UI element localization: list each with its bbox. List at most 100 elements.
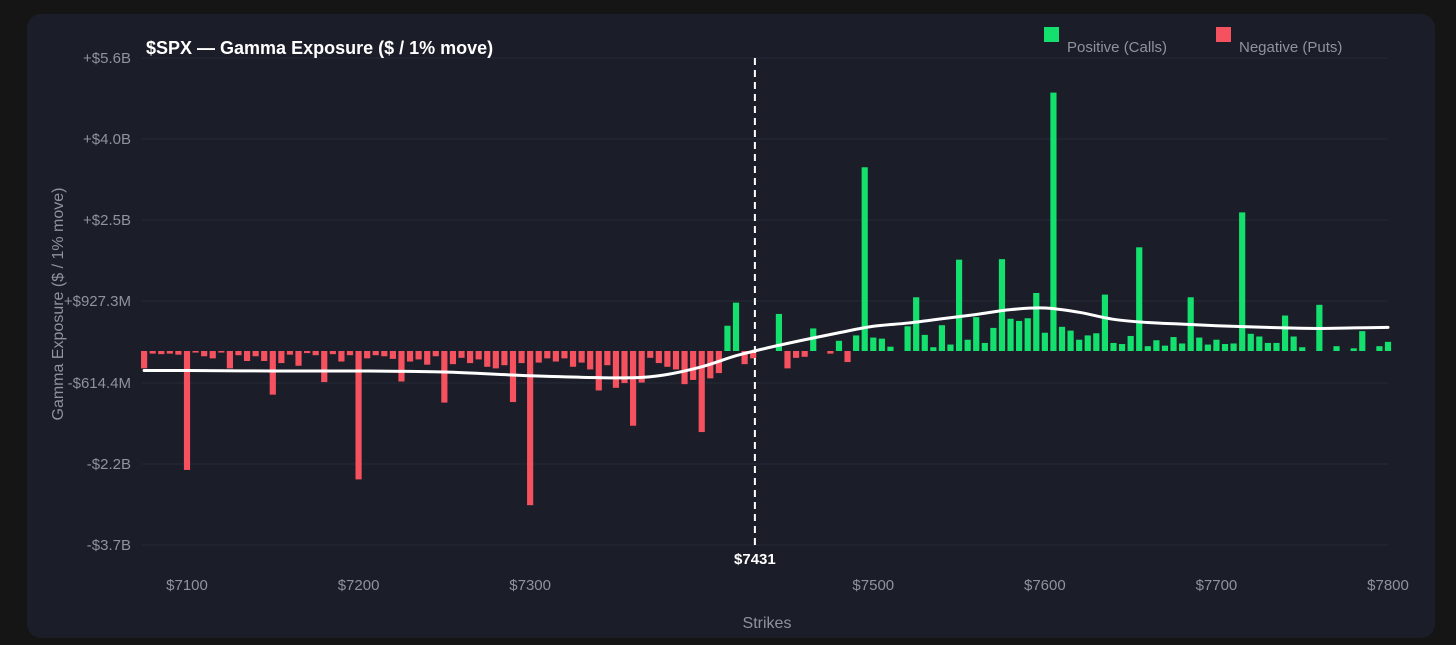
bar-negative <box>561 351 568 359</box>
x-tick-label: $7300 <box>509 577 551 594</box>
bar-negative <box>166 351 173 354</box>
bar-positive <box>870 337 877 351</box>
bar-negative <box>398 351 405 382</box>
legend-label: Negative (Puts) <box>1239 39 1342 56</box>
y-tick-label: +$2.5B <box>83 212 131 229</box>
bar-positive <box>1239 212 1246 351</box>
bar-negative <box>424 351 431 365</box>
bar-positive <box>1136 247 1143 351</box>
bar-negative <box>484 351 491 367</box>
bar-negative <box>321 351 328 383</box>
bar-negative <box>432 351 439 357</box>
bar-positive <box>990 327 997 351</box>
bar-positive <box>1170 337 1177 351</box>
bar-positive <box>1384 341 1392 351</box>
bar-positive <box>1110 342 1117 351</box>
trend-line <box>142 306 1390 380</box>
bar-negative <box>312 351 319 356</box>
bar-positive <box>1067 330 1074 351</box>
bar-positive <box>1264 342 1271 351</box>
bar-positive <box>1084 335 1091 351</box>
bar-negative <box>381 351 388 357</box>
bar-negative <box>630 351 637 426</box>
bar-positive <box>1213 339 1220 351</box>
bar-negative <box>286 351 294 355</box>
bar-positive <box>1118 344 1126 351</box>
bar-positive <box>861 167 868 351</box>
bar-positive <box>1024 318 1031 351</box>
bar-negative <box>681 351 688 385</box>
bar-positive <box>1016 320 1023 351</box>
x-tick-label: $7700 <box>1196 577 1238 594</box>
bar-positive <box>1299 347 1306 351</box>
bar-negative <box>595 351 602 391</box>
bar-negative <box>612 351 620 388</box>
bar-negative <box>784 351 791 369</box>
bar-positive <box>1058 326 1066 351</box>
bar-positive <box>913 297 920 351</box>
bar-positive <box>810 328 817 351</box>
bar-negative <box>389 351 396 359</box>
legend-swatch <box>1216 27 1231 42</box>
bar-negative <box>492 351 499 369</box>
bar-positive <box>938 325 946 351</box>
bar-negative <box>269 351 276 395</box>
bar-negative <box>552 351 559 362</box>
y-tick-label: -$614.4M <box>68 375 131 392</box>
bar-positive <box>1333 346 1340 351</box>
bar-negative <box>544 351 551 359</box>
bar-positive <box>930 347 937 351</box>
bar-positive <box>1350 348 1357 351</box>
x-tick-label: $7500 <box>852 577 894 594</box>
bar-positive <box>1196 337 1203 351</box>
spot-marker: $7431 <box>734 58 776 568</box>
bar-negative <box>252 351 259 357</box>
bar-positive <box>1376 346 1383 351</box>
bar-positive <box>1273 342 1280 351</box>
bar-negative <box>844 351 851 363</box>
legend: Positive (Calls) Negative (Puts) <box>1044 27 1342 56</box>
bar-negative <box>827 351 834 354</box>
bar-negative <box>475 351 482 360</box>
bar-negative <box>604 351 611 366</box>
bar-negative <box>158 351 165 355</box>
x-tick-label: $7100 <box>166 577 208 594</box>
legend-label: Positive (Calls) <box>1067 39 1167 56</box>
bar-positive <box>998 259 1006 351</box>
bar-positive <box>732 302 740 351</box>
bar-negative <box>209 351 216 359</box>
bar-negative <box>698 351 705 433</box>
bar-negative <box>569 351 577 367</box>
bar-negative <box>346 351 354 356</box>
y-axis-ticks: +$5.6B +$4.0B +$2.5B +$927.3M -$614.4M -$2.2B… <box>64 50 131 554</box>
bar-positive <box>1359 331 1366 351</box>
bar-negative <box>441 351 448 403</box>
bar-negative <box>527 351 534 506</box>
bar-negative <box>792 351 800 358</box>
x-tick-label: $7200 <box>338 577 380 594</box>
bar-negative <box>338 351 345 362</box>
y-tick-label: -$2.2B <box>87 456 131 473</box>
bar-negative <box>295 351 302 366</box>
bar-negative <box>750 351 757 359</box>
chart-card: $7431 +$5.6B +$4.0B +$2.5B +$927.3M -$614.4M… <box>27 14 1435 638</box>
bar-positive <box>887 346 894 351</box>
bar-positive <box>1101 294 1108 351</box>
bar-negative <box>587 351 594 370</box>
bar-negative <box>243 351 251 361</box>
bar-positive <box>1256 336 1263 351</box>
bar-negative <box>261 351 268 361</box>
gamma-exposure-chart: $7431 +$5.6B +$4.0B +$2.5B +$927.3M -$614.4M… <box>50 27 1409 632</box>
bar-positive <box>947 344 954 351</box>
bar-negative <box>501 351 508 366</box>
y-tick-label: +$5.6B <box>83 50 131 67</box>
bars <box>141 92 1392 506</box>
bar-positive <box>853 335 860 351</box>
x-tick-label: $7600 <box>1024 577 1066 594</box>
bar-negative <box>355 351 362 480</box>
bar-positive <box>1179 343 1186 351</box>
bar-positive <box>1033 292 1040 351</box>
bar-negative <box>406 351 414 362</box>
chart-title: $SPX — Gamma Exposure ($ / 1% move) <box>146 38 493 58</box>
bar-positive <box>1007 318 1014 351</box>
